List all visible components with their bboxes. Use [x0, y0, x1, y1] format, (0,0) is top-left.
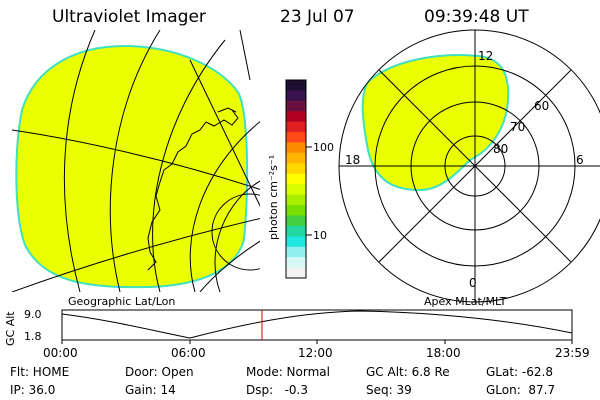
apex-polar-map: 12 18 6 0 60 70 80 — [338, 29, 600, 303]
colorbar-tick-100: 100 — [313, 141, 334, 154]
colorbar-segment — [286, 173, 306, 185]
alt-xtick-2359: 23:59 — [555, 346, 590, 360]
colorbar-label: photon cm⁻²s⁻¹ — [267, 155, 280, 240]
observation-date: 23 Jul 07 — [280, 7, 355, 27]
status-glon: GLon: 87.7 — [486, 383, 556, 397]
grid-meridian-2 — [12, 217, 260, 292]
grid-meridian-4 — [199, 240, 260, 292]
coastline-2 — [217, 107, 237, 113]
apex-panel-label: Apex MLat/MLT — [424, 295, 507, 308]
colorbar-segment — [286, 90, 306, 102]
alt-xtick-1200: 12:00 — [298, 346, 333, 360]
alt-xtick-0000: 00:00 — [43, 346, 78, 360]
colorbar-segment — [286, 257, 306, 269]
status-ip: IP: 36.0 — [10, 383, 56, 397]
observation-time: 09:39:48 UT — [424, 7, 529, 27]
alt-ytick-1-8: 1.8 — [24, 330, 42, 343]
status-glat: GLat: -62.8 — [486, 365, 553, 379]
colorbar: 100 10 photon cm⁻²s⁻¹ — [267, 79, 334, 279]
mlat-label-80: 80 — [493, 142, 508, 156]
grid-meridian-3 — [189, 59, 260, 207]
mlat-label-70: 70 — [510, 120, 525, 134]
auroral-image-left — [15, 44, 249, 289]
status-mode: Mode: Normal — [246, 365, 330, 379]
grid-circle-pole — [211, 193, 260, 271]
colorbar-segment — [286, 267, 306, 279]
alt-xtick-0600: 06:00 — [171, 346, 206, 360]
colorbar-segment — [286, 225, 306, 237]
grid-arc-4 — [189, 121, 260, 292]
colorbar-segment — [286, 205, 306, 216]
grid-meridian-5 — [239, 30, 251, 81]
colorbar-segment — [286, 111, 306, 123]
colorbar-segment — [286, 152, 306, 164]
grid-arc-2 — [109, 30, 161, 292]
mlt-line-diag-2 — [378, 69, 572, 263]
alt-xtick-1800: 18:00 — [426, 346, 461, 360]
alt-ytick-9: 9.0 — [24, 308, 42, 321]
altitude-curve — [61, 310, 573, 339]
colorbar-segment — [286, 121, 306, 133]
mlt-label-18: 18 — [345, 153, 360, 167]
grid-meridian-1 — [12, 129, 260, 190]
coastline — [147, 109, 239, 271]
mlt-label-0: 0 — [469, 276, 477, 290]
colorbar-segment — [286, 215, 306, 227]
geo-panel-label: Geographic Lat/Lon — [68, 295, 175, 308]
status-seq: Seq: 39 — [366, 383, 412, 397]
alt-ylabel: GC Alt — [4, 311, 17, 346]
colorbar-segment — [286, 194, 306, 206]
grid-arc-1 — [63, 30, 96, 292]
status-dsp: Dsp: -0.3 — [246, 383, 309, 397]
mlat-label-60: 60 — [534, 99, 549, 113]
colorbar-segment — [286, 236, 306, 248]
status-gain: Gain: 14 — [125, 383, 176, 397]
colorbar-segment — [286, 142, 306, 154]
status-door: Door: Open — [125, 365, 194, 379]
instrument-title: Ultraviolet Imager — [52, 7, 206, 27]
colorbar-segment — [286, 132, 306, 144]
colorbar-segment — [286, 100, 306, 112]
colorbar-segment — [286, 184, 306, 196]
altitude-plot: 9.0 1.8 GC Alt 00:00 06:00 12:00 18:00 2… — [4, 308, 590, 360]
colorbar-tick-10: 10 — [313, 229, 327, 242]
mlt-label-12: 12 — [478, 49, 493, 63]
alt-xticks — [61, 340, 573, 344]
colorbar-segment — [286, 246, 306, 258]
mlt-label-6: 6 — [576, 153, 584, 167]
auroral-image-right — [361, 54, 510, 192]
geographic-map — [12, 30, 260, 292]
colorbar-segment — [286, 80, 306, 91]
status-gc-alt: GC Alt: 6.8 Re — [366, 365, 450, 379]
colorbar-segment — [286, 163, 306, 175]
status-flt: Flt: HOME — [10, 365, 70, 379]
